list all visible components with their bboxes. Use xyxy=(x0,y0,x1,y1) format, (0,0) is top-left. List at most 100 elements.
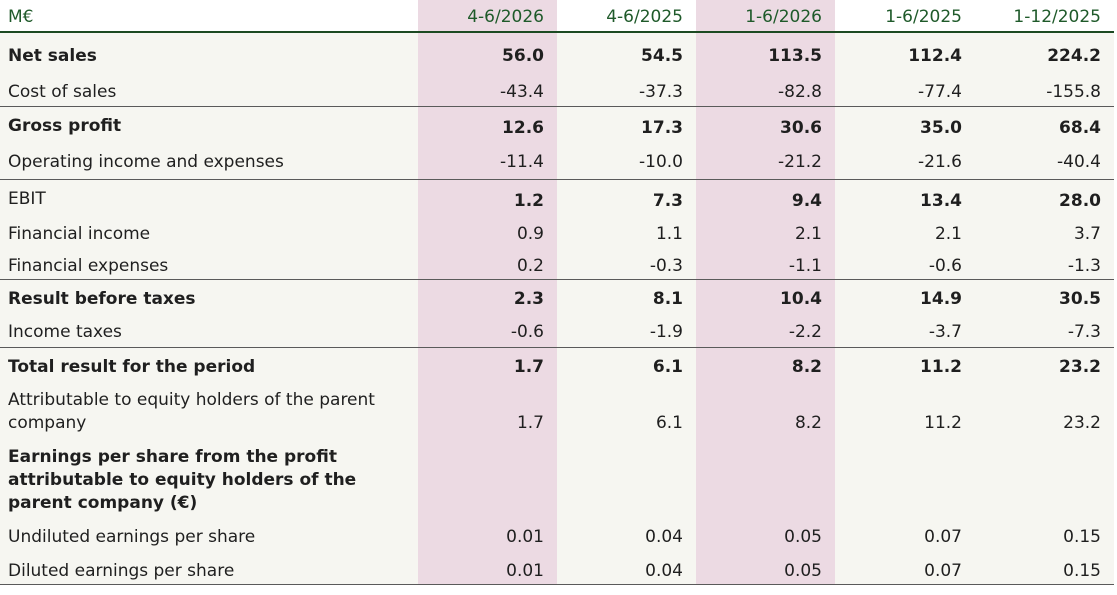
row-value: 0.04 xyxy=(645,527,683,547)
header-col-2: 4-6/2025 xyxy=(557,0,696,32)
row-label: Financial income xyxy=(8,224,151,244)
row-value: -0.3 xyxy=(649,256,683,276)
row-value: 17.3 xyxy=(641,118,683,138)
row-value: 2.3 xyxy=(513,289,544,309)
row-value: 6.1 xyxy=(652,357,683,377)
row-value: 54.5 xyxy=(641,46,683,66)
row-divider xyxy=(0,347,1114,348)
row-value: 6.1 xyxy=(655,413,683,433)
table-row: Total result for the period 1.7 6.1 8.2 … xyxy=(0,348,1114,384)
row-label: Income taxes xyxy=(8,322,122,342)
row-value: -0.6 xyxy=(928,256,962,276)
row-label: Diluted earnings per share xyxy=(8,561,235,581)
header-col-3: 1-6/2026 xyxy=(696,0,835,32)
column-header: 1-6/2025 xyxy=(885,7,962,27)
row-value: 2.1 xyxy=(934,224,962,244)
row-value: 1.2 xyxy=(513,191,544,211)
row-value: 30.5 xyxy=(1059,289,1101,309)
row-value: -1.9 xyxy=(649,322,683,342)
row-value: 0.07 xyxy=(924,561,962,581)
row-value: 0.2 xyxy=(516,256,544,276)
row-label: Result before taxes xyxy=(8,289,196,309)
row-value: 10.4 xyxy=(780,289,822,309)
row-value: 56.0 xyxy=(502,46,544,66)
row-value: -3.7 xyxy=(928,322,962,342)
row-label: EBIT xyxy=(8,189,46,209)
row-label: Financial expenses xyxy=(8,256,169,276)
row-label: Earnings per share from the profit attri… xyxy=(8,447,357,513)
row-divider xyxy=(0,106,1114,107)
row-label: Total result for the period xyxy=(8,357,256,377)
row-value: 9.4 xyxy=(791,191,822,211)
table-row: Financial income 0.9 1.1 2.1 2.1 3.7 xyxy=(0,218,1114,251)
table-row: Cost of sales -43.4 -37.3 -82.8 -77.4 -1… xyxy=(0,72,1114,106)
row-value: 1.1 xyxy=(655,224,683,244)
row-value: 14.9 xyxy=(920,289,962,309)
table-row: Attributable to equity holders of the pa… xyxy=(0,384,1114,443)
row-value: -11.4 xyxy=(500,152,544,172)
table-row: Earnings per share from the profit attri… xyxy=(0,443,1114,519)
row-value: 8.2 xyxy=(794,413,822,433)
row-value: 0.05 xyxy=(784,527,822,547)
table-row: Undiluted earnings per share 0.01 0.04 0… xyxy=(0,519,1114,555)
header-col-5: 1-12/2025 xyxy=(975,0,1114,32)
row-value: -0.6 xyxy=(510,322,544,342)
row-divider xyxy=(0,179,1114,180)
header-col-4: 1-6/2025 xyxy=(835,0,975,32)
row-value: 13.4 xyxy=(920,191,962,211)
row-value: 30.6 xyxy=(780,118,822,138)
row-label: Cost of sales xyxy=(8,82,117,102)
column-header: 4-6/2026 xyxy=(467,7,544,27)
row-label: Attributable to equity holders of the pa… xyxy=(8,390,375,433)
row-label: Net sales xyxy=(8,46,97,66)
table-row: Result before taxes 2.3 8.1 10.4 14.9 30… xyxy=(0,280,1114,316)
row-value: -2.2 xyxy=(788,322,822,342)
row-value: 12.6 xyxy=(502,118,544,138)
row-value: 3.7 xyxy=(1073,224,1101,244)
row-value: 1.7 xyxy=(513,357,544,377)
row-value: 0.15 xyxy=(1063,561,1101,581)
table-row: Gross profit 12.6 17.3 30.6 35.0 68.4 xyxy=(0,107,1114,144)
header-col-1: 4-6/2026 xyxy=(418,0,557,32)
row-value: 112.4 xyxy=(908,46,962,66)
row-value: 8.1 xyxy=(652,289,683,309)
column-header: 1-12/2025 xyxy=(1013,7,1101,27)
row-value: -40.4 xyxy=(1057,152,1101,172)
row-value: 8.2 xyxy=(791,357,822,377)
row-value: -155.8 xyxy=(1046,82,1101,102)
row-value: 0.01 xyxy=(506,561,544,581)
header-unit: M€ xyxy=(8,7,34,27)
table-row: EBIT 1.2 7.3 9.4 13.4 28.0 xyxy=(0,180,1114,218)
row-value: -1.1 xyxy=(788,256,822,276)
row-value: 68.4 xyxy=(1059,118,1101,138)
row-value: -1.3 xyxy=(1067,256,1101,276)
row-value: 35.0 xyxy=(920,118,962,138)
row-value: 23.2 xyxy=(1063,413,1101,433)
row-value: -7.3 xyxy=(1067,322,1101,342)
row-value: 11.2 xyxy=(924,413,962,433)
table-row: Income taxes -0.6 -1.9 -2.2 -3.7 -7.3 xyxy=(0,316,1114,347)
row-label: Gross profit xyxy=(8,116,122,136)
row-value: 113.5 xyxy=(768,46,822,66)
row-value: 0.01 xyxy=(506,527,544,547)
row-value: 11.2 xyxy=(920,357,962,377)
row-label: Undiluted earnings per share xyxy=(8,527,256,547)
column-header: 4-6/2025 xyxy=(606,7,683,27)
row-value: 0.04 xyxy=(645,561,683,581)
row-divider xyxy=(0,279,1114,280)
row-value: 28.0 xyxy=(1059,191,1101,211)
table-header: M€ 4-6/2026 4-6/2025 1-6/2026 1-6/2025 1… xyxy=(0,0,1114,32)
table-bottom-rule xyxy=(0,584,1114,585)
row-value: 7.3 xyxy=(652,191,683,211)
table-row: Financial expenses 0.2 -0.3 -1.1 -0.6 -1… xyxy=(0,251,1114,279)
row-value: 0.07 xyxy=(924,527,962,547)
column-header: 1-6/2026 xyxy=(745,7,822,27)
row-value: 0.9 xyxy=(516,224,544,244)
table-row: Net sales 56.0 54.5 113.5 112.4 224.2 xyxy=(0,33,1114,72)
row-value: 2.1 xyxy=(794,224,822,244)
row-value: -21.6 xyxy=(918,152,962,172)
row-value: 23.2 xyxy=(1059,357,1101,377)
row-value: -37.3 xyxy=(639,82,683,102)
header-unit-cell: M€ xyxy=(0,0,418,32)
row-value: -43.4 xyxy=(500,82,544,102)
